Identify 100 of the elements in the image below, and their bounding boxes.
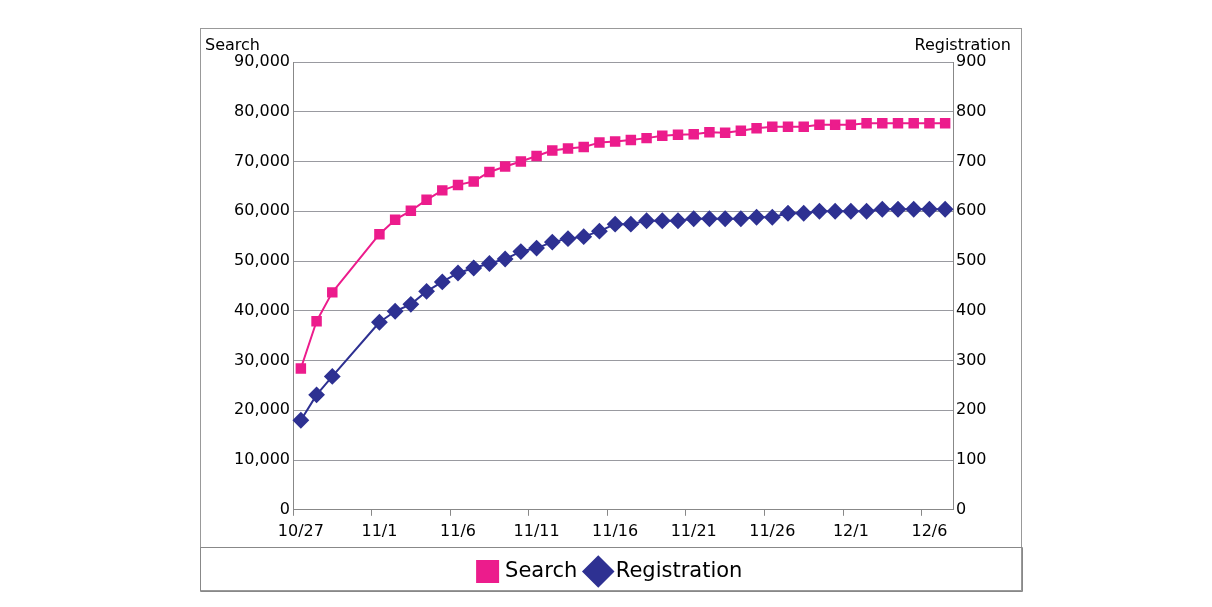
- point: [670, 212, 686, 229]
- point: [481, 255, 498, 272]
- point: [434, 273, 451, 290]
- x-tick-label: 11/6: [440, 520, 476, 540]
- y-tick-label: 70,000: [234, 150, 290, 170]
- y2-tick-label: 400: [956, 299, 987, 319]
- point: [908, 117, 919, 129]
- point: [657, 130, 668, 141]
- point: [924, 117, 935, 129]
- point: [827, 203, 844, 220]
- point: [465, 259, 482, 276]
- point: [767, 121, 778, 132]
- point: [374, 228, 385, 240]
- point: [327, 287, 338, 298]
- y2-tick-label: 300: [956, 349, 987, 369]
- y-tick-label: 10,000: [234, 449, 290, 469]
- point: [578, 141, 589, 153]
- x-tick-label: 12/1: [832, 520, 869, 540]
- point: [499, 161, 511, 172]
- point: [560, 230, 576, 247]
- point: [609, 136, 621, 147]
- point: [795, 205, 812, 222]
- point: [717, 210, 734, 227]
- point: [405, 205, 417, 217]
- point: [421, 194, 432, 206]
- point: [685, 210, 702, 227]
- y-tick-label: 60,000: [234, 200, 290, 220]
- point: [719, 127, 731, 138]
- point: [389, 214, 401, 225]
- y2-tick-label: 800: [956, 100, 987, 120]
- point: [937, 201, 954, 218]
- point: [861, 117, 872, 129]
- x-tick-label: 11/11: [513, 520, 560, 540]
- point: [638, 212, 655, 229]
- point: [531, 150, 542, 162]
- y2-tick-label: 500: [956, 250, 987, 270]
- point: [735, 125, 747, 136]
- point: [607, 216, 624, 233]
- point: [842, 203, 859, 220]
- point: [798, 121, 809, 132]
- point: [575, 228, 592, 245]
- point: [625, 134, 637, 146]
- point: [292, 412, 309, 429]
- point: [782, 121, 794, 132]
- point: [858, 203, 875, 220]
- y-tick-label: 30,000: [234, 349, 290, 369]
- point: [704, 126, 715, 138]
- x-tick-label: 11/16: [592, 520, 639, 540]
- point: [688, 128, 699, 140]
- y-tick-label: 20,000: [234, 399, 290, 419]
- point: [418, 283, 435, 300]
- point: [562, 143, 574, 154]
- point: [452, 179, 464, 191]
- point: [874, 201, 891, 218]
- point: [547, 145, 558, 156]
- legend-label: Registration: [615, 557, 743, 582]
- point: [748, 209, 765, 226]
- x-tick-label: 11/26: [749, 520, 796, 540]
- point: [512, 243, 529, 260]
- point: [811, 203, 828, 220]
- point: [829, 119, 841, 130]
- point: [594, 137, 605, 148]
- y-tick-label: 40,000: [234, 299, 290, 319]
- legend-label: Search: [505, 557, 578, 582]
- point: [877, 117, 888, 129]
- y2-tick-label: 200: [956, 399, 987, 419]
- point: [622, 216, 639, 233]
- x-tick-label: 10/27: [277, 520, 324, 540]
- y2-tick-label: 100: [956, 449, 987, 469]
- point: [387, 303, 404, 320]
- point: [939, 117, 951, 129]
- y2-tick-label: 0: [956, 498, 967, 518]
- point: [544, 234, 561, 251]
- x-tick-label: 12/6: [911, 520, 948, 540]
- point: [892, 117, 904, 129]
- y-tick-label: 50,000: [234, 250, 290, 270]
- point: [905, 201, 922, 218]
- y2-tick-label: 600: [956, 200, 987, 220]
- point: [528, 240, 545, 257]
- point: [308, 386, 325, 403]
- point: [484, 166, 495, 178]
- point: [732, 210, 749, 227]
- point: [921, 201, 938, 218]
- point: [672, 129, 684, 140]
- point: [371, 314, 388, 331]
- y-tick-label: 80,000: [234, 100, 290, 120]
- point: [641, 132, 652, 144]
- point: [497, 251, 514, 268]
- y-tick-label: 0: [279, 498, 290, 518]
- point: [295, 363, 307, 374]
- point: [591, 223, 608, 240]
- point: [764, 209, 781, 226]
- point: [814, 119, 825, 130]
- point: [324, 368, 341, 385]
- point: [890, 201, 906, 218]
- point: [437, 185, 448, 196]
- point: [701, 210, 718, 227]
- x-tick-label: 11/21: [670, 520, 717, 540]
- x-tick-label: 11/1: [361, 520, 398, 540]
- point: [311, 315, 322, 327]
